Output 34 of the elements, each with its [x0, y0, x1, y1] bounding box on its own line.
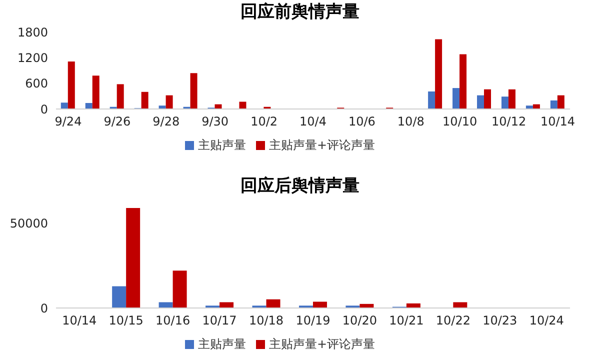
x-tick-label: 10/8	[397, 114, 424, 129]
x-tick-label: 10/17	[202, 314, 237, 328]
x-tick-label: 10/4	[300, 114, 326, 129]
y-tick-label: 1200	[17, 50, 48, 65]
x-tick-label: 10/12	[492, 114, 526, 129]
chart-title: 回应前舆情声量	[240, 1, 360, 24]
y-tick-label: 0	[40, 301, 48, 316]
y-tick-label: 50000	[10, 216, 48, 230]
x-tick-label: 10/19	[296, 314, 330, 328]
x-tick-label: 10/24	[529, 314, 564, 328]
x-tick-label: 10/10	[442, 114, 478, 129]
x-tick-label: 9/24	[54, 114, 82, 129]
y-tick-label: 0	[40, 102, 48, 116]
x-tick-label: 9/28	[152, 114, 180, 129]
x-tick-label: 10/6	[348, 114, 376, 129]
x-tick-label: 10/23	[482, 314, 518, 328]
legend-label: 主贴声量+评论声量	[268, 337, 376, 351]
x-tick-label: 10/15	[108, 314, 144, 328]
x-tick-label: 10/2	[250, 114, 278, 129]
x-tick-label: 9/30	[202, 114, 229, 129]
x-tick-label: 10/16	[156, 314, 190, 328]
x-tick-label: 10/14	[62, 314, 97, 328]
y-tick-label: 1800	[17, 25, 48, 40]
x-tick-label: 10/22	[436, 314, 470, 328]
x-tick-label: 10/20	[342, 314, 378, 328]
x-tick-label: 10/21	[389, 314, 424, 328]
x-tick-label: 10/14	[540, 114, 576, 129]
chart-title: 回应后舆情声量	[240, 175, 360, 198]
legend-label: 主贴声量+评论声量	[268, 138, 376, 152]
legend-label: 主贴声量	[198, 337, 246, 351]
x-tick-label: 9/26	[104, 114, 131, 129]
x-tick-label: 10/18	[248, 314, 284, 328]
legend-label: 主贴声量	[198, 138, 246, 152]
y-tick-label: 600	[25, 76, 48, 91]
